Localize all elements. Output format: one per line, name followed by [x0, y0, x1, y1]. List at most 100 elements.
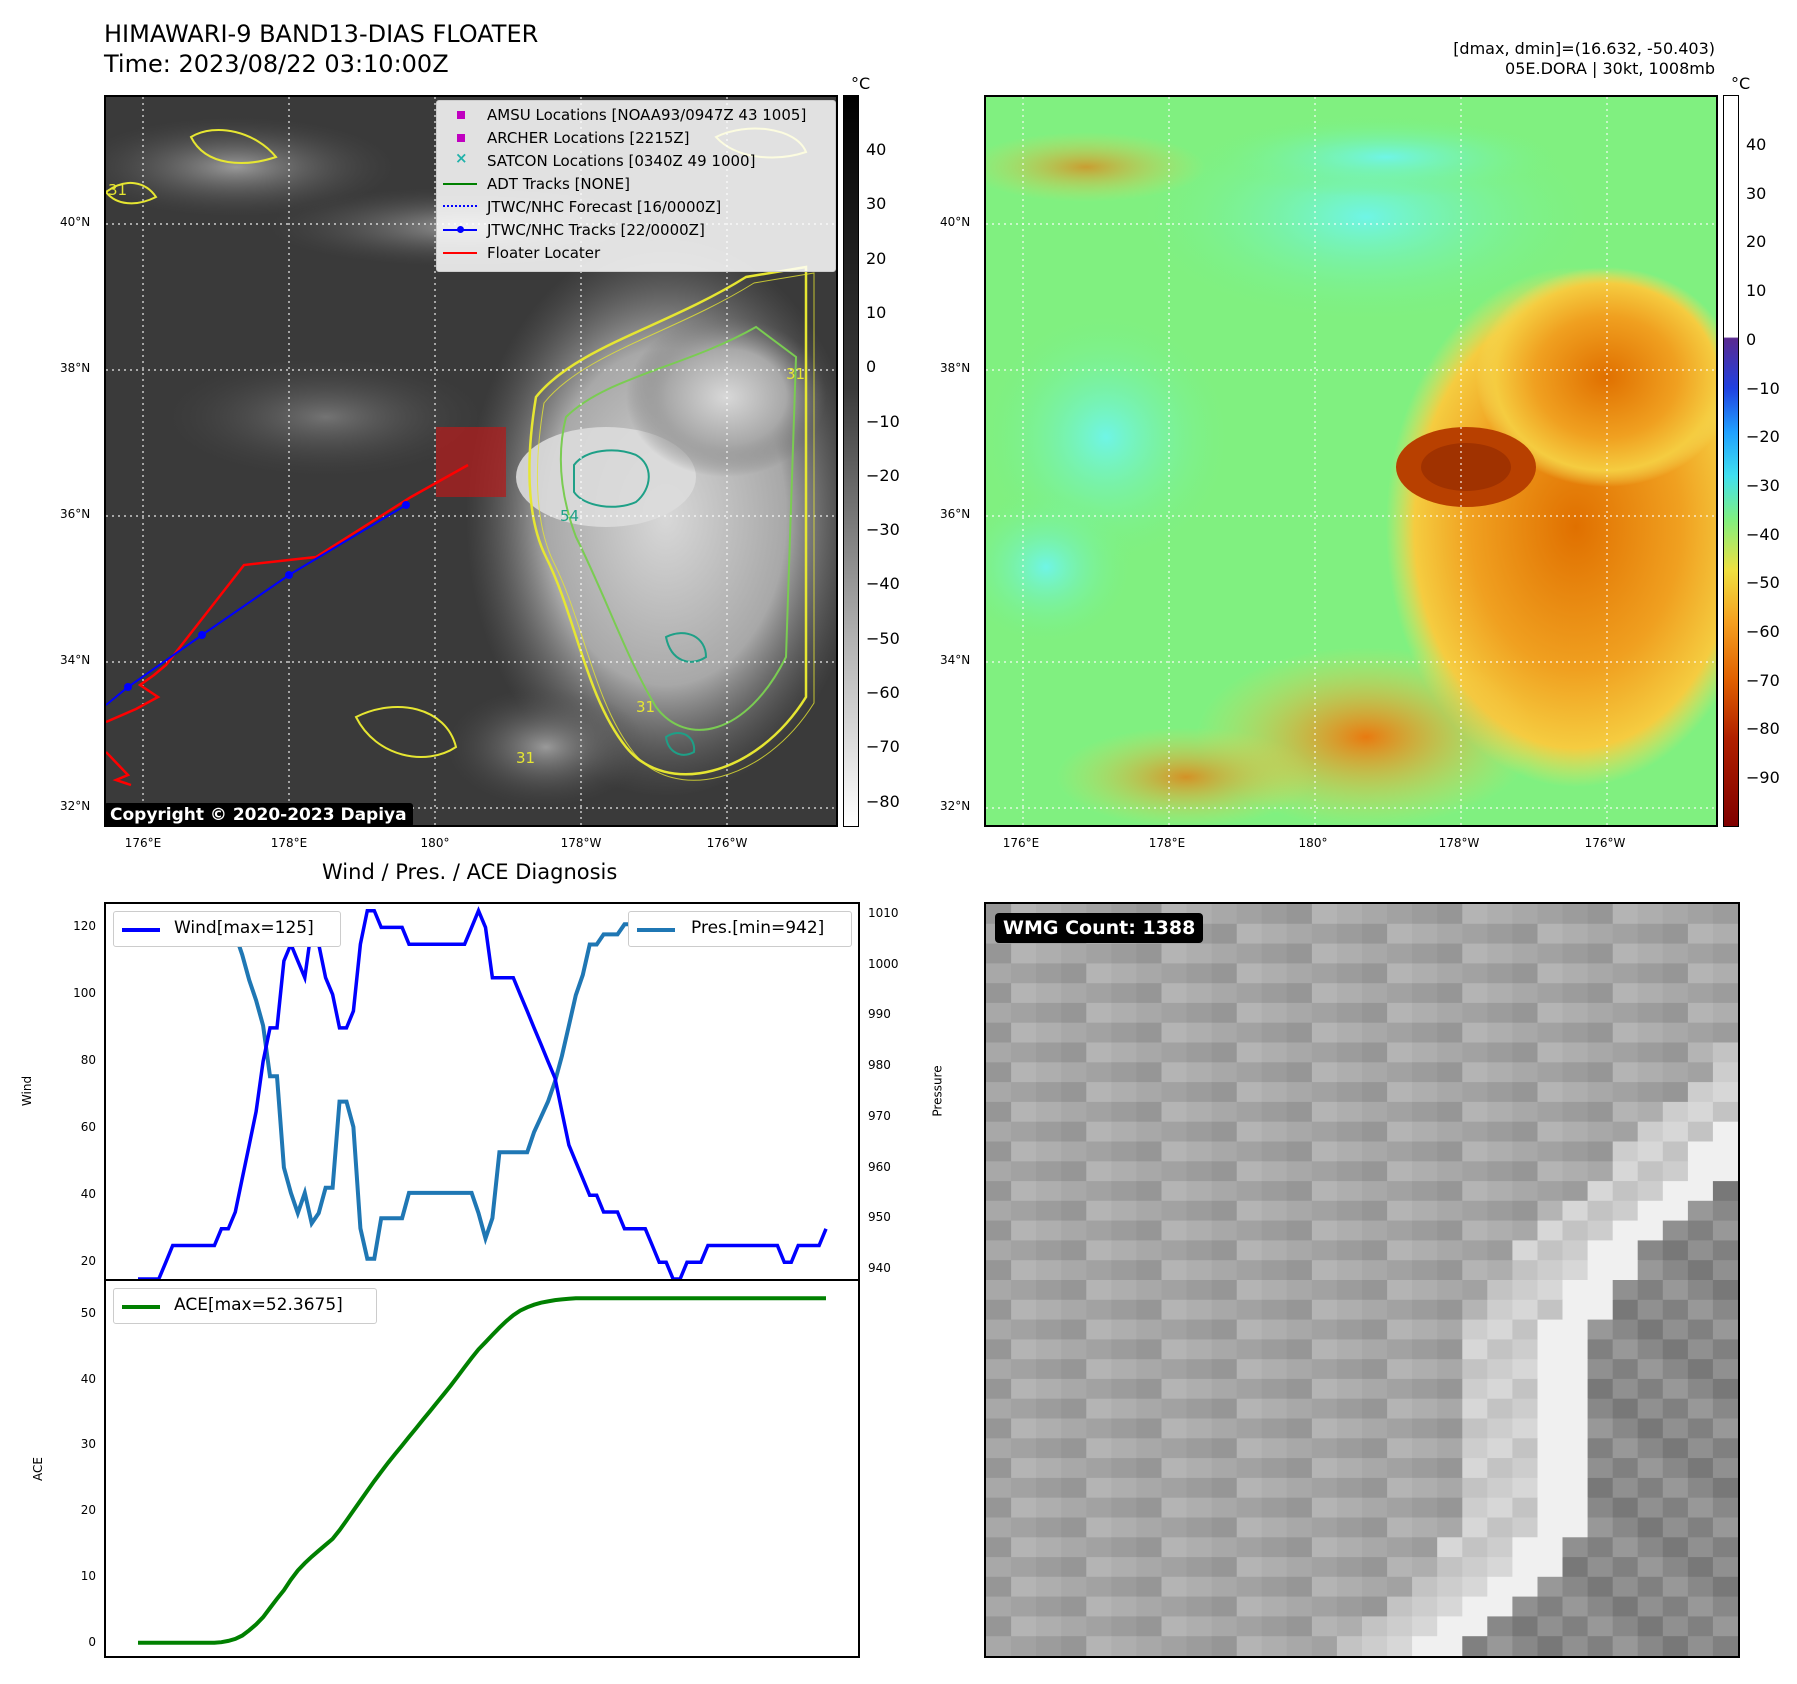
- wmg-cell: [1612, 1398, 1639, 1420]
- wmg-cell: [1236, 1537, 1263, 1558]
- wmg-cell: [1111, 1299, 1137, 1321]
- wmg-cell: [1612, 1082, 1639, 1103]
- wmg-cell: [1136, 1557, 1163, 1578]
- wmg-cell: [1612, 1576, 1639, 1598]
- wmg-cell: [1311, 1339, 1338, 1360]
- wmg-cell: [1612, 1299, 1639, 1321]
- wmg-cell: [1537, 1636, 1564, 1656]
- wmg-cell: [1211, 1339, 1238, 1360]
- storm-info: 05E.DORA | 30kt, 1008mb: [1505, 59, 1715, 78]
- wmg-cell: [1311, 1438, 1338, 1459]
- wmg-cell: [1186, 1339, 1213, 1360]
- wmg-cell: [1036, 1576, 1062, 1598]
- wmg-cell: [1311, 1378, 1338, 1400]
- wmg-cell: [1011, 1260, 1037, 1281]
- wmg-cell: [1161, 1141, 1188, 1162]
- wmg-cell: [1387, 1438, 1413, 1459]
- wmg-cell: [1587, 1260, 1614, 1281]
- wmg-cell: [1236, 1557, 1263, 1578]
- wmg-cell: [1612, 1260, 1639, 1281]
- wmg-cell: [1186, 983, 1213, 1004]
- wmg-cell: [1286, 1359, 1313, 1380]
- wmg-cell: [1562, 1378, 1589, 1400]
- wmg-cell: [1362, 1378, 1388, 1400]
- tick-label: −90: [1746, 768, 1780, 788]
- wmg-cell: [1086, 1280, 1112, 1301]
- wmg-cell: [1387, 1636, 1413, 1656]
- wind-line-icon: [122, 928, 160, 932]
- wmg-cell: [1662, 1636, 1689, 1656]
- wmg-cell: [1336, 1378, 1363, 1400]
- wmg-cell: [1687, 1378, 1714, 1400]
- wmg-cell: [1211, 923, 1238, 945]
- wmg-cell: [1437, 1082, 1463, 1103]
- wmg-cell: [1462, 1458, 1488, 1479]
- dotted-line-icon: [443, 205, 477, 207]
- wmg-cell: [1712, 1240, 1738, 1261]
- wmg-cell: [986, 1458, 1012, 1479]
- wmg-cell: [1286, 1141, 1313, 1162]
- wmg-cell: [1036, 1418, 1062, 1439]
- wmg-cell: [1487, 1002, 1513, 1024]
- wmg-cell: [1462, 1002, 1488, 1024]
- wmg-cell: [1086, 1141, 1112, 1162]
- wmg-cell: [1487, 1220, 1513, 1241]
- wmg-cell: [1462, 1121, 1488, 1143]
- wmg-cell: [1537, 1359, 1564, 1380]
- wmg-cell: [1687, 1260, 1714, 1281]
- wmg-cell: [1311, 1517, 1338, 1538]
- wmg-cell: [1236, 1418, 1263, 1439]
- wmg-cell: [1537, 1121, 1564, 1143]
- wmg-cell: [1462, 1042, 1488, 1063]
- wmg-cell: [1587, 1557, 1614, 1578]
- tick-label: −50: [866, 628, 900, 648]
- wmg-cell: [1412, 1477, 1438, 1499]
- wmg-cell: [1261, 1438, 1288, 1459]
- wmg-cell: [1687, 1002, 1714, 1024]
- wmg-cell: [1111, 1220, 1137, 1241]
- wmg-cell: [1687, 1616, 1714, 1637]
- wmg-cell: [1136, 1596, 1163, 1617]
- wmg-cell: [1512, 1101, 1539, 1123]
- wmg-cell: [1286, 904, 1313, 925]
- wmg-cell: [1487, 1596, 1513, 1617]
- wmg-cell: [1236, 1121, 1263, 1143]
- wmg-cell: [1512, 1438, 1539, 1459]
- wmg-cell: [1161, 1616, 1188, 1637]
- wmg-cell: [1612, 923, 1639, 945]
- wmg-cell: [1161, 1319, 1188, 1340]
- wmg-cell: [1662, 1082, 1689, 1103]
- pressure-legend: Pres.[min=942]: [628, 911, 852, 947]
- wmg-cell: [1286, 1418, 1313, 1439]
- wmg-cell: [1712, 1438, 1738, 1459]
- wmg-cell: [1011, 1497, 1037, 1519]
- wmg-cell: [1437, 1438, 1463, 1459]
- wmg-cell: [1111, 1497, 1137, 1519]
- wmg-cell: [1387, 1181, 1413, 1202]
- wmg-cell: [1362, 1636, 1388, 1656]
- wmg-cell: [1387, 1299, 1413, 1321]
- wmg-cell: [1687, 1161, 1714, 1182]
- contour-label: 54: [560, 507, 579, 525]
- wmg-cell: [1136, 1398, 1163, 1420]
- wmg-cell: [1387, 1121, 1413, 1143]
- wmg-cell: [1362, 1200, 1388, 1222]
- wmg-cell: [1311, 1240, 1338, 1261]
- wmg-cell: [1387, 1418, 1413, 1439]
- wmg-cell: [1286, 1042, 1313, 1063]
- wmg-cell: [1336, 1101, 1363, 1123]
- wmg-cell: [1336, 1537, 1363, 1558]
- track-point: [124, 683, 132, 691]
- wmg-cell: [1487, 1517, 1513, 1538]
- wmg-cell: [1036, 1438, 1062, 1459]
- wmg-cell: [1637, 1141, 1664, 1162]
- wmg-cell: [1111, 1082, 1137, 1103]
- lon-label: 176°W: [1584, 836, 1626, 850]
- wmg-cell: [1437, 904, 1463, 925]
- wmg-cell: [1036, 1260, 1062, 1281]
- wmg-cell: [986, 1339, 1012, 1360]
- wmg-cell: [1387, 1082, 1413, 1103]
- wmg-cell: [1336, 1616, 1363, 1637]
- wmg-cell: [1111, 1537, 1137, 1558]
- wmg-cell: [1412, 1082, 1438, 1103]
